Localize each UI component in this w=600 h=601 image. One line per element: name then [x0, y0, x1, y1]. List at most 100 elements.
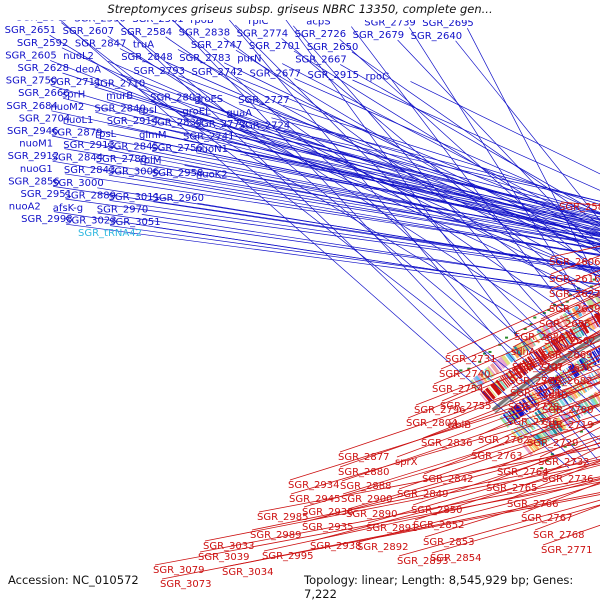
gene-label-reverse[interactable]: SGR_2853: [423, 537, 475, 548]
gene-label-reverse[interactable]: SGR_2767: [521, 513, 573, 524]
gene-label-forward[interactable]: nuoN1: [195, 144, 228, 155]
gene-label-forward[interactable]: SGR_2651: [5, 25, 57, 36]
gene-label-reverse[interactable]: SGR_2586: [559, 202, 600, 213]
gene-label-forward[interactable]: rpsL: [95, 129, 117, 140]
gene-label-forward[interactable]: truA: [133, 39, 154, 50]
gene-label-reverse[interactable]: SGR_2766: [507, 499, 559, 510]
gene-label-forward[interactable]: SGR_2747: [191, 40, 243, 51]
gene-label-forward[interactable]: SGR_2960: [153, 193, 205, 204]
gene-label-forward[interactable]: SGR_2607: [63, 26, 115, 37]
gene-label-reverse[interactable]: SGR_2880: [338, 467, 390, 478]
gene-label-reverse[interactable]: SGR_2842: [422, 474, 474, 485]
gene-label-reverse[interactable]: SGR_2989: [250, 530, 302, 541]
gene-label-forward[interactable]: SGR_2970: [97, 204, 149, 215]
gene-label-forward[interactable]: SGR_2774: [237, 28, 289, 39]
gene-label-forward[interactable]: SGR_2915: [308, 70, 360, 81]
gene-label-reverse[interactable]: SGR_2736: [542, 474, 594, 485]
gene-label-forward[interactable]: rpsI: [138, 105, 157, 116]
gene-label-reverse[interactable]: SGR_2719: [542, 420, 594, 431]
gene-label-reverse[interactable]: SGR_2900: [341, 494, 393, 505]
gene-label-forward[interactable]: SGR_2710: [94, 78, 146, 89]
gene-label-reverse[interactable]: SGR_2985: [257, 512, 309, 523]
gene-label-reverse[interactable]: SGR_2764: [497, 467, 549, 478]
gene-label-reverse[interactable]: SGR_2891: [366, 523, 418, 534]
gene-label-forward[interactable]: SGR_2727: [238, 95, 290, 106]
gene-label-forward[interactable]: nuoL1: [63, 115, 94, 126]
gene-label-reverse[interactable]: SGR_3034: [222, 567, 274, 578]
gene-label-forward[interactable]: SGR_2679: [353, 30, 405, 41]
gene-label-forward[interactable]: nuoK2: [196, 169, 228, 180]
gene-label-reverse[interactable]: SGR_2669: [541, 350, 593, 361]
gene-label-reverse[interactable]: SGR_2627: [549, 289, 600, 300]
gene-label-reverse[interactable]: wblB: [447, 420, 471, 431]
gene-label-forward[interactable]: SGR_2724: [239, 120, 291, 131]
gene-label-reverse[interactable]: SGR_2639: [549, 304, 600, 315]
gene-label-forward[interactable]: murB: [106, 91, 133, 102]
gene-label-forward[interactable]: deoA: [76, 64, 102, 75]
gene-label-reverse[interactable]: SGR_2763: [471, 451, 523, 462]
gene-label-reverse[interactable]: SGR_2771: [541, 545, 593, 556]
rna-gene-label[interactable]: SGR_tRNA42: [78, 228, 142, 239]
gene-label-reverse[interactable]: SGR_2796: [414, 405, 466, 416]
gene-label-forward[interactable]: nuoG1: [20, 164, 53, 175]
gene-label-forward[interactable]: groEL: [182, 106, 211, 117]
gene-label-forward[interactable]: rplM: [140, 155, 162, 166]
gene-label-reverse[interactable]: SGR_2686: [514, 332, 566, 343]
gene-label-reverse[interactable]: SGR_2768: [533, 530, 585, 541]
gene-label-forward[interactable]: nuoM2: [50, 102, 84, 113]
gene-label-forward[interactable]: SGR_2847: [75, 39, 127, 50]
gene-label-reverse[interactable]: SGR_2935: [302, 522, 354, 533]
gene-label-reverse[interactable]: SGR_2740: [439, 369, 491, 380]
gene-label-reverse[interactable]: SGR_2836: [421, 438, 473, 449]
gene-label-reverse[interactable]: SGR_2754: [432, 384, 484, 395]
gene-label-reverse[interactable]: SGR_2729: [527, 438, 579, 449]
gene-label-reverse[interactable]: SGR_2656: [539, 319, 591, 330]
gene-label-reverse[interactable]: SGR_3079: [153, 565, 205, 576]
gene-label-forward[interactable]: SGR_2701: [249, 41, 301, 52]
gene-label-reverse[interactable]: SGR_2995: [262, 551, 314, 562]
gene-label-reverse[interactable]: SGR_3073: [160, 579, 212, 590]
gene-label-reverse[interactable]: SGR_2676: [541, 363, 593, 374]
gene-label-forward[interactable]: purN: [237, 54, 261, 65]
gene-label-reverse[interactable]: SGR_2893: [397, 556, 449, 567]
gene-label-forward[interactable]: SGR_2741: [183, 132, 235, 143]
gene-label-reverse[interactable]: sprX: [395, 457, 418, 468]
gene-label-forward[interactable]: glmM: [139, 130, 167, 141]
gene-label-reverse[interactable]: SGR_2762: [478, 435, 530, 446]
gene-label-forward[interactable]: SGR_2848: [121, 52, 173, 63]
gene-label-forward[interactable]: sprH: [62, 90, 85, 101]
gene-label-forward[interactable]: SGR_3051: [109, 217, 161, 228]
gene-label-reverse[interactable]: SGR_2850: [411, 505, 463, 516]
gene-label-reverse[interactable]: SGR_2892: [357, 542, 409, 553]
gene-label-forward[interactable]: SGR_2677: [250, 69, 302, 80]
gene-label-reverse[interactable]: SGR_2938: [310, 541, 362, 552]
gene-label-reverse[interactable]: SGR_2849: [397, 489, 449, 500]
gene-label-reverse[interactable]: SGR_2934: [288, 480, 340, 491]
gene-label-forward[interactable]: groES: [194, 94, 223, 105]
gene-label-forward[interactable]: nuoA2: [9, 202, 41, 213]
gene-label-reverse[interactable]: SGR_2606: [549, 257, 600, 268]
gene-label-forward[interactable]: SGR_2584: [121, 27, 173, 38]
gene-label-forward[interactable]: SGR_2726: [295, 29, 347, 40]
gene-label-forward[interactable]: SGR_2793: [134, 66, 186, 77]
gene-label-reverse[interactable]: SGR_2877: [338, 452, 390, 463]
gene-label-reverse[interactable]: SGR_2700: [542, 405, 594, 416]
gene-label-reverse[interactable]: SGR_2945: [289, 494, 341, 505]
gene-label-forward[interactable]: rpoC: [366, 71, 390, 82]
gene-label-forward[interactable]: guaA: [226, 108, 252, 119]
gene-label-forward[interactable]: SGR_2605: [5, 50, 57, 61]
gene-label-reverse[interactable]: SGR_2731: [445, 354, 497, 365]
gene-label-forward[interactable]: SGR_2838: [179, 28, 231, 39]
gene-label-reverse[interactable]: SGR_3039: [198, 552, 250, 563]
gene-label-forward[interactable]: nuoL2: [63, 51, 94, 62]
gene-label-reverse[interactable]: SGR_3033: [203, 541, 255, 552]
gene-label-reverse[interactable]: SGR_2890: [346, 509, 398, 520]
gene-label-reverse[interactable]: SGR_2616: [549, 274, 600, 285]
gene-label-forward[interactable]: SGR_2667: [295, 54, 347, 65]
gene-label-forward[interactable]: afsK-g: [53, 203, 83, 214]
gene-label-forward[interactable]: SGR_2628: [18, 63, 70, 74]
gene-label-reverse[interactable]: SGR_2888: [340, 481, 392, 492]
gene-label-forward[interactable]: SGR_2650: [307, 42, 359, 53]
gene-label-forward[interactable]: SGR_2640: [411, 31, 463, 42]
gene-label-forward[interactable]: SGR_2592: [17, 38, 69, 49]
